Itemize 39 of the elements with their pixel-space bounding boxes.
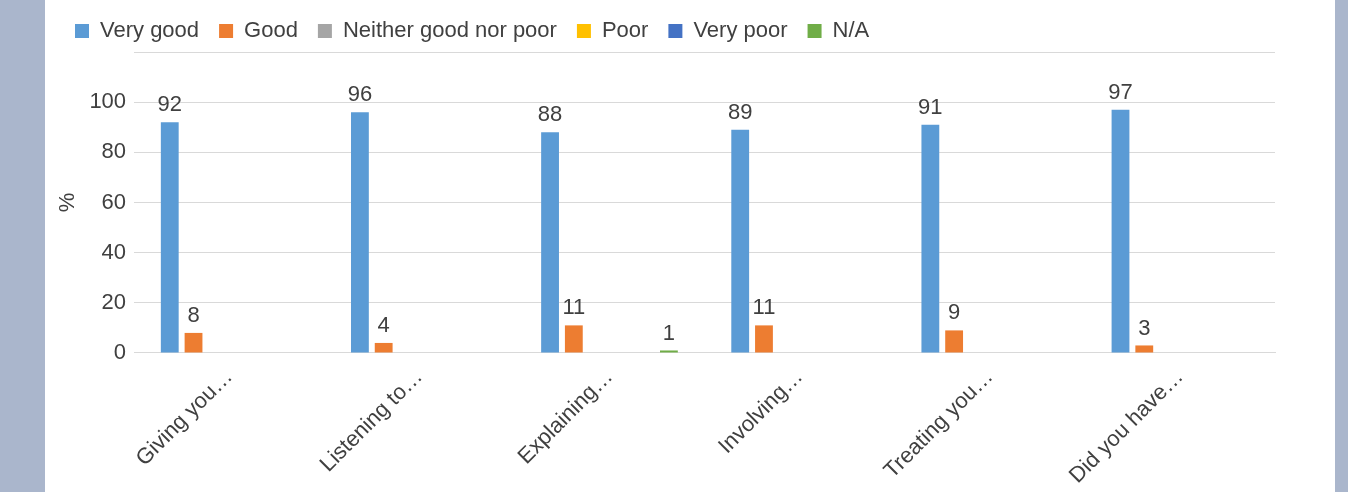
y-tick-label: 80 [101, 138, 127, 164]
bar [374, 342, 393, 353]
data-label: 89 [727, 98, 753, 124]
legend-label: Neither good nor poor [342, 17, 557, 43]
y-axis-title: % [54, 192, 80, 213]
bar [160, 122, 179, 353]
data-label: 1 [662, 319, 676, 345]
bar [921, 124, 940, 353]
bar [184, 332, 203, 353]
data-label: 91 [918, 93, 943, 119]
bar [755, 325, 773, 353]
bar [731, 129, 750, 353]
bar [541, 132, 559, 353]
legend-label: Very poor [693, 17, 788, 43]
data-label: 4 [377, 312, 390, 337]
legend-label: Good [244, 17, 298, 43]
data-label: 11 [562, 294, 586, 320]
data-label: 8 [187, 301, 200, 327]
bar [1135, 345, 1154, 353]
legend-label: Very good [100, 17, 200, 43]
y-tick-label: 100 [89, 88, 127, 114]
data-label: 97 [1108, 78, 1133, 104]
bar [945, 330, 964, 353]
data-label: 88 [537, 101, 563, 127]
legend-label: N/A [832, 17, 870, 43]
bar [351, 112, 369, 353]
data-label: 11 [752, 294, 776, 320]
data-label: 96 [347, 81, 373, 107]
bar [659, 350, 678, 353]
data-label: 3 [1138, 314, 1151, 340]
bar [564, 325, 583, 353]
bar [1111, 109, 1130, 353]
data-label: 9 [948, 299, 961, 325]
y-tick-label: 0 [113, 339, 127, 365]
y-tick-label: 60 [101, 188, 127, 214]
legend-label: Poor [601, 17, 649, 43]
y-tick-label: 20 [101, 288, 127, 314]
y-tick-label: 40 [101, 238, 127, 264]
data-label: 92 [157, 91, 182, 117]
